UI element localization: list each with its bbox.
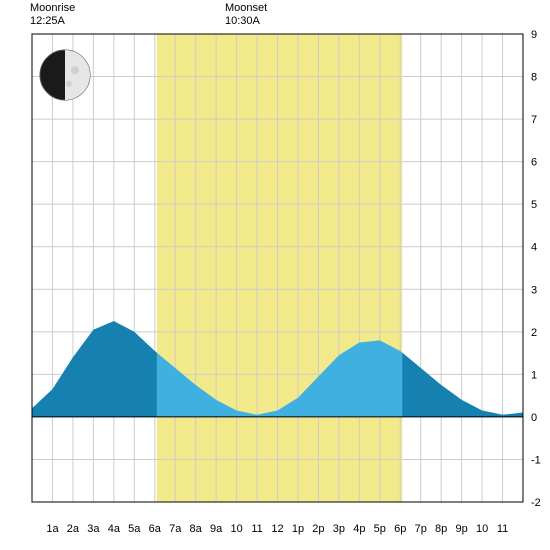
y-tick-label: 8 (531, 72, 537, 84)
x-tick-label: 2p (312, 523, 324, 535)
moonset-label: Moonset (225, 2, 267, 15)
x-tick-label: 4a (108, 523, 121, 535)
y-tick-label: 6 (531, 157, 537, 169)
x-tick-label: 5p (374, 523, 386, 535)
x-tick-label: 11 (497, 523, 508, 535)
y-tick-label: 9 (531, 29, 537, 41)
y-tick-label: 7 (531, 114, 537, 126)
x-tick-label: 7a (169, 523, 182, 535)
x-tick-label: 8p (435, 523, 447, 535)
x-tick-label: 5a (128, 523, 141, 535)
x-tick-label: 6p (394, 523, 406, 535)
x-tick-label: 3p (333, 523, 345, 535)
y-tick-label: -2 (531, 497, 541, 509)
moonrise-label: Moonrise (30, 2, 75, 15)
y-tick-label: 3 (531, 284, 537, 296)
chart-canvas: -2-101234567891a2a3a4a5a6a7a8a9a1011121p… (0, 0, 550, 550)
x-tick-label: 11 (251, 523, 262, 535)
moonset-time: 10:30A (225, 15, 267, 28)
y-tick-label: 4 (531, 242, 537, 254)
x-tick-label: 10 (476, 523, 488, 535)
moon-phase-icon (40, 50, 90, 100)
y-tick-label: -1 (531, 454, 541, 466)
y-tick-label: 2 (531, 327, 537, 339)
x-tick-label: 6a (149, 523, 162, 535)
moonset-block: Moonset 10:30A (225, 2, 267, 28)
x-tick-label: 2a (67, 523, 80, 535)
tide-moon-chart: Moonrise 12:25A Moonset 10:30A -2-101234… (0, 0, 550, 550)
x-tick-label: 9p (456, 523, 468, 535)
x-tick-label: 1a (46, 523, 59, 535)
x-tick-label: 3a (87, 523, 100, 535)
x-tick-label: 8a (190, 523, 203, 535)
x-tick-label: 10 (230, 523, 242, 535)
x-tick-label: 7p (415, 523, 427, 535)
x-tick-label: 4p (353, 523, 365, 535)
y-tick-label: 5 (531, 199, 537, 211)
x-tick-label: 9a (210, 523, 223, 535)
moonrise-block: Moonrise 12:25A (30, 2, 75, 28)
x-tick-label: 12 (271, 523, 283, 535)
daylight-band (157, 34, 403, 502)
y-tick-label: 0 (531, 412, 537, 424)
y-tick-label: 1 (531, 369, 537, 381)
x-tick-label: 1p (292, 523, 304, 535)
moonrise-time: 12:25A (30, 15, 75, 28)
